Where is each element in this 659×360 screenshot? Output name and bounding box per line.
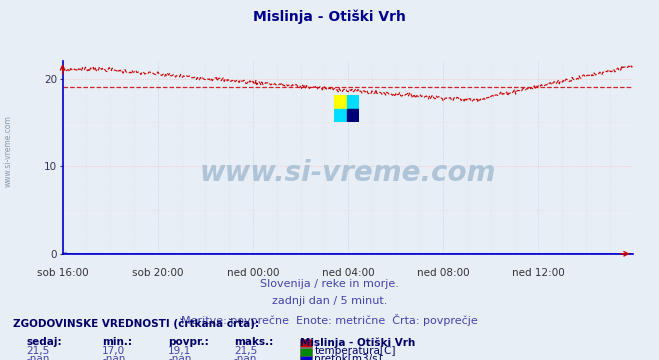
Text: Slovenija / reke in morje.: Slovenija / reke in morje. xyxy=(260,279,399,289)
Text: 21,5: 21,5 xyxy=(26,346,49,356)
Text: www.si-vreme.com: www.si-vreme.com xyxy=(4,115,13,187)
Text: -nan: -nan xyxy=(102,354,125,360)
Text: ned 08:00: ned 08:00 xyxy=(417,268,470,278)
Bar xyxy=(335,109,347,122)
Text: temperatura[C]: temperatura[C] xyxy=(314,346,396,356)
Text: ZGODOVINSKE VREDNOSTI (črtkana črta):: ZGODOVINSKE VREDNOSTI (črtkana črta): xyxy=(13,319,259,329)
Text: ned 00:00: ned 00:00 xyxy=(227,268,279,278)
Text: zadnji dan / 5 minut.: zadnji dan / 5 minut. xyxy=(272,296,387,306)
Text: Mislinja - Otiški Vrh: Mislinja - Otiški Vrh xyxy=(300,337,415,348)
Text: -nan: -nan xyxy=(168,354,191,360)
Text: sob 16:00: sob 16:00 xyxy=(37,268,88,278)
Bar xyxy=(335,95,347,109)
Text: Meritve: povprečne  Enote: metrične  Črta: povprečje: Meritve: povprečne Enote: metrične Črta:… xyxy=(181,314,478,325)
Text: 19,1: 19,1 xyxy=(168,346,191,356)
Text: 17,0: 17,0 xyxy=(102,346,125,356)
Bar xyxy=(347,95,359,109)
Text: pretok[m3/s]: pretok[m3/s] xyxy=(314,354,382,360)
Text: sob 20:00: sob 20:00 xyxy=(132,268,183,278)
Text: -nan: -nan xyxy=(26,354,49,360)
Bar xyxy=(347,109,359,122)
Text: www.si-vreme.com: www.si-vreme.com xyxy=(200,159,496,187)
Text: 21,5: 21,5 xyxy=(234,346,257,356)
Text: ned 04:00: ned 04:00 xyxy=(322,268,374,278)
Text: Mislinja - Otiški Vrh: Mislinja - Otiški Vrh xyxy=(253,9,406,23)
Text: -nan: -nan xyxy=(234,354,257,360)
Text: povpr.:: povpr.: xyxy=(168,337,209,347)
Text: ned 12:00: ned 12:00 xyxy=(512,268,565,278)
Text: min.:: min.: xyxy=(102,337,132,347)
Text: maks.:: maks.: xyxy=(234,337,273,347)
Text: sedaj:: sedaj: xyxy=(26,337,62,347)
